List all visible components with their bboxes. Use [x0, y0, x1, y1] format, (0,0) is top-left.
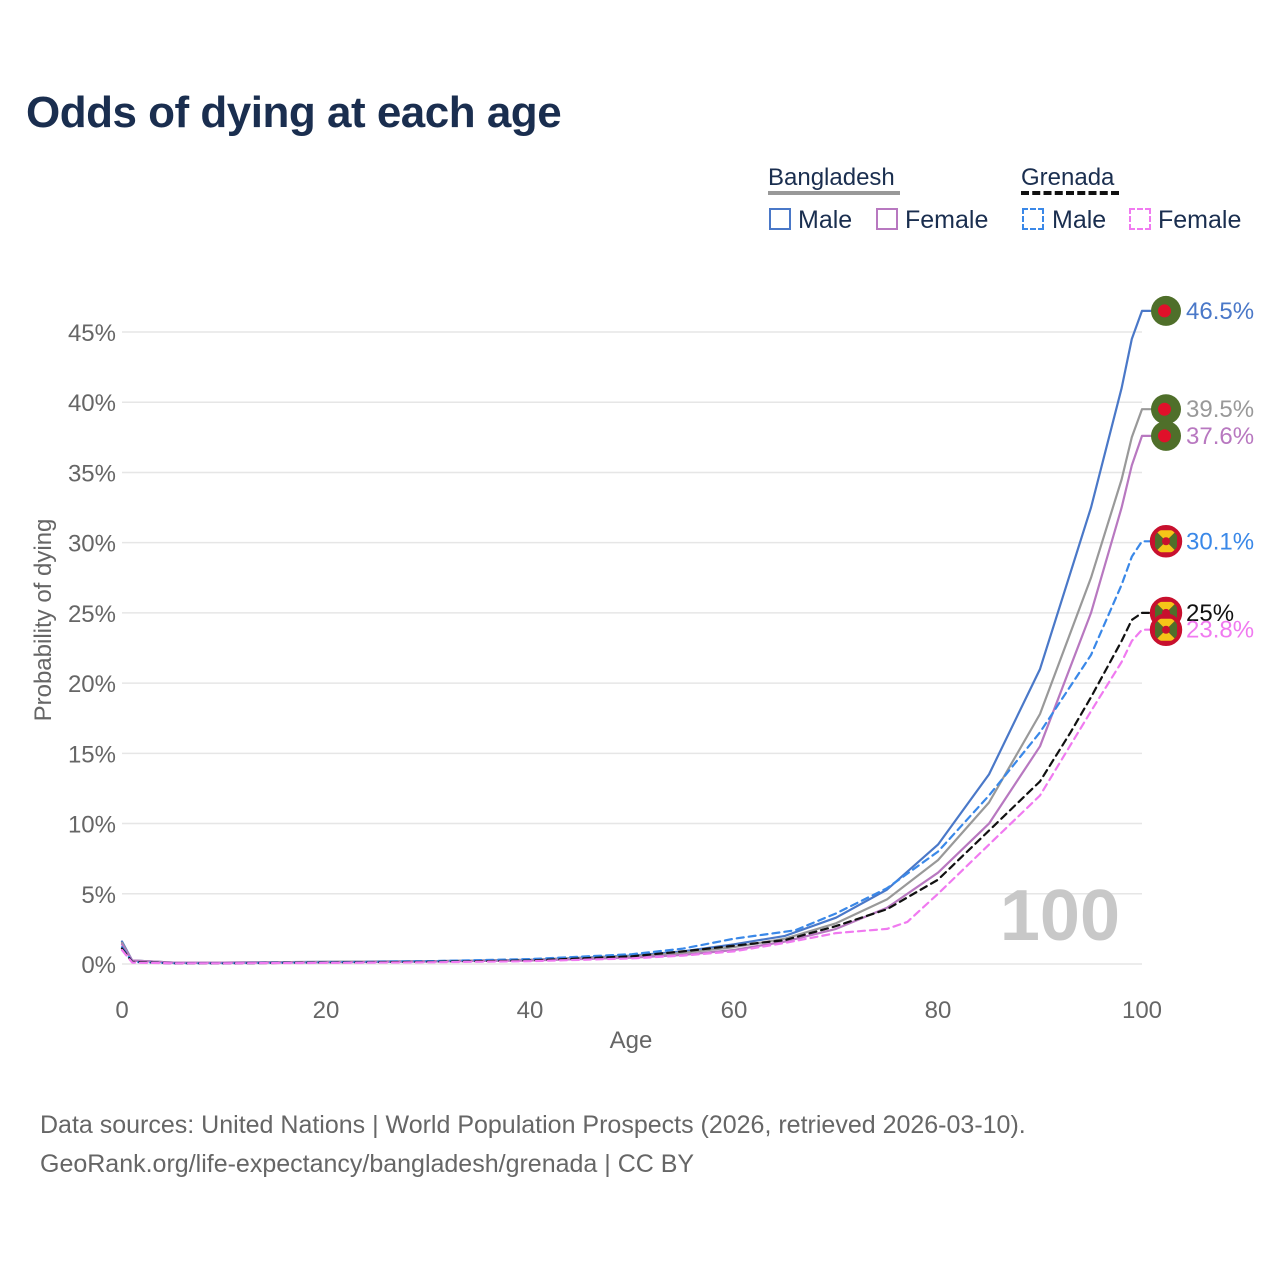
legend-label-bangladesh-male[interactable]: Male: [798, 206, 853, 234]
legend-label-grenada-female[interactable]: Female: [1158, 206, 1242, 234]
x-tick-label: 100: [1122, 997, 1162, 1024]
y-tick-label: 0%: [81, 952, 116, 979]
legend-label-grenada-male[interactable]: Male: [1052, 206, 1107, 234]
y-tick-label: 10%: [68, 812, 116, 839]
footer-link[interactable]: GeoRank.org/life-expectancy/bangladesh/g…: [40, 1150, 695, 1178]
end-label-grenada-female: 23.8%: [1186, 617, 1254, 644]
legend-underline-grenada: [1021, 191, 1119, 195]
x-tick-label: 80: [925, 997, 952, 1024]
bangladesh-flag-icon: [1151, 394, 1181, 425]
end-label-bangladesh-female: 37.6%: [1186, 423, 1254, 450]
end-label-grenada-both: 25%: [1186, 600, 1234, 627]
y-tick-label: 45%: [68, 320, 116, 347]
y-tick-label: 35%: [68, 460, 116, 487]
legend-country-grenada[interactable]: Grenada: [1021, 164, 1115, 191]
grenada-flag-icon: [1149, 613, 1183, 646]
legend-label-bangladesh-female[interactable]: Female: [905, 206, 989, 234]
x-tick-label: 60: [721, 997, 748, 1024]
series-line-grenada-female[interactable]: [120, 628, 1154, 965]
end-label-bangladesh-male: 46.5%: [1186, 298, 1254, 325]
axes: 0% 5% 10% 15% 20% 25% 30% 35% 40% 45% 0 20 40 60 80 100: [68, 320, 1162, 1024]
legend-swatch-grenada-male[interactable]: [1022, 208, 1044, 230]
legend: Bangladesh Male Female Grenada Male Fema…: [0, 160, 1280, 240]
legend-swatch-grenada-female[interactable]: [1129, 208, 1151, 230]
y-tick-label: 20%: [68, 671, 116, 698]
y-tick-label: 40%: [68, 390, 116, 417]
series-line-bangladesh-male[interactable]: [120, 309, 1154, 964]
end-markers: 46.5% 39.5%37.6% 30.1% 25%23.8%: [1149, 295, 1254, 646]
series-lines: [120, 309, 1154, 965]
end-label-bangladesh-both: 39.5%: [1186, 396, 1254, 423]
footer: Data sources: United Nations | World Pop…: [40, 1106, 1026, 1184]
end-label-grenada-male: 30.1%: [1186, 528, 1254, 555]
chart-title: Odds of dying at each age: [26, 88, 562, 137]
x-tick-label: 20: [313, 997, 340, 1024]
footer-sources: Data sources: United Nations | World Pop…: [40, 1111, 1026, 1139]
legend-swatch-bangladesh-female[interactable]: [876, 208, 898, 230]
bangladesh-flag-icon: [1151, 420, 1181, 451]
legend-country-bangladesh[interactable]: Bangladesh: [768, 164, 895, 191]
legend-underline-bangladesh: [768, 191, 900, 195]
y-tick-label: 30%: [68, 531, 116, 558]
grenada-flag-icon: [1149, 525, 1183, 558]
series-line-grenada-male[interactable]: [120, 540, 1154, 965]
y-tick-label: 5%: [81, 882, 116, 909]
series-line-bangladesh-female[interactable]: [120, 434, 1154, 964]
legend-swatch-bangladesh-male[interactable]: [769, 208, 791, 230]
y-axis-label: Probability of dying: [30, 519, 57, 722]
x-tick-label: 0: [115, 997, 128, 1024]
series-line-bangladesh-both[interactable]: [120, 408, 1154, 964]
watermark-age: 100: [1000, 876, 1120, 956]
x-tick-label: 40: [517, 997, 544, 1024]
x-axis-label: Age: [610, 1027, 653, 1054]
bangladesh-flag-icon: [1151, 295, 1181, 326]
y-tick-label: 25%: [68, 601, 116, 628]
grid: [122, 331, 1142, 965]
y-tick-label: 15%: [68, 741, 116, 768]
